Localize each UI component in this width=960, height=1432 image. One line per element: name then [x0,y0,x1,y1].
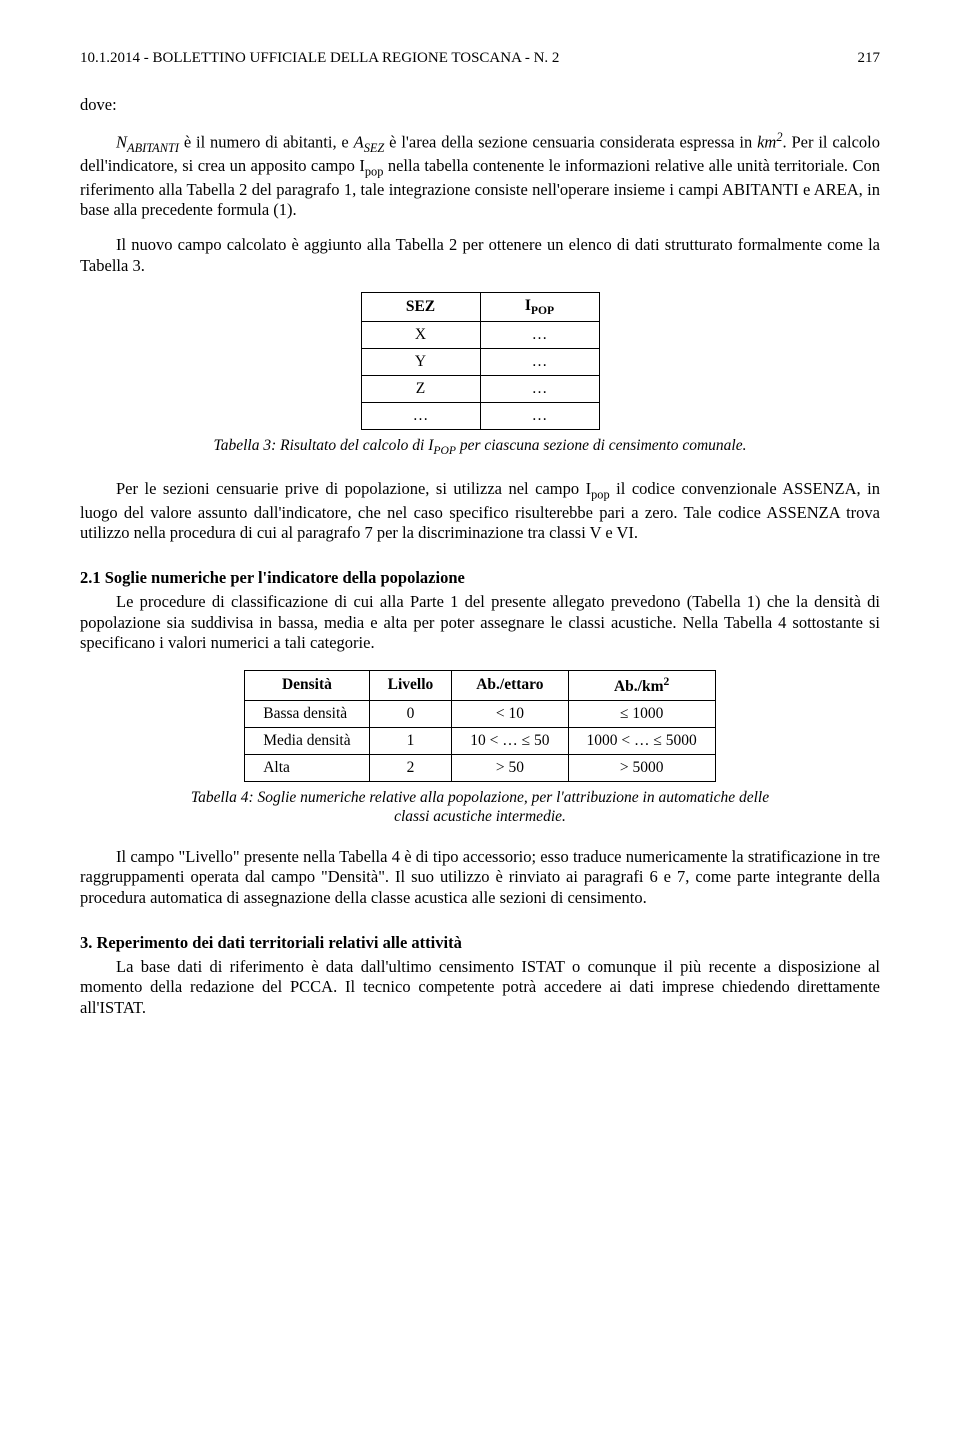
t3-r2c1: … [480,376,599,403]
t3-h1: IPOP [480,293,599,322]
table-3-caption: Tabella 3: Risultato del calcolo di IPOP… [80,436,880,459]
t4-r2c1: 2 [369,754,452,781]
paragraph-6: La base dati di riferimento è data dall'… [80,957,880,1019]
paragraph-3: Per le sezioni censuarie prive di popola… [80,479,880,544]
p3a: Per le sezioni censuarie prive di popola… [116,479,591,498]
t3cap-b: per ciascuna sezione di censimento comun… [456,437,747,454]
p3a-sub: pop [591,487,610,501]
t4-h3-sup: 2 [664,675,670,688]
page-header: 10.1.2014 - BOLLETTINO UFFICIALE DELLA R… [80,50,880,67]
table-row: Bassa densità 0 < 10 ≤ 1000 [245,700,716,727]
header-left: 10.1.2014 - BOLLETTINO UFFICIALE DELLA R… [80,50,559,67]
header-right: 217 [858,50,881,67]
t4-h3: Ab./km2 [568,670,715,700]
text-1b: è il numero di abitanti, e [179,132,354,151]
table-row: …… [361,403,599,430]
table-3: SEZ IPOP X… Y… Z… …… [361,292,600,430]
t3-h0: SEZ [361,293,480,322]
t4-r1c1: 1 [369,727,452,754]
table-row: Y… [361,349,599,376]
paragraph-5: Il campo "Livello" presente nella Tabell… [80,847,880,909]
table-row: X… [361,322,599,349]
a-sez-sym: A [354,132,364,151]
t3-r2c0: Z [361,376,480,403]
km-sym: km [757,132,776,151]
table-4-header-row: Densità Livello Ab./ettaro Ab./km2 [245,670,716,700]
section-2-1-title: 2.1 Soglie numeriche per l'indicatore de… [80,568,880,588]
paragraph-4: Le procedure di classificazione di cui a… [80,592,880,654]
ipop-sub: pop [365,164,384,178]
t4-h0: Densità [245,670,369,700]
t3-r1c1: … [480,349,599,376]
t4-r0c2: < 10 [452,700,568,727]
t3-r1c0: Y [361,349,480,376]
t3-r3c0: … [361,403,480,430]
table-row: Alta 2 > 50 > 5000 [245,754,716,781]
t4-r2c3: > 5000 [568,754,715,781]
t3-h1-sub: POP [531,304,554,317]
t4-r0c1: 0 [369,700,452,727]
t4-h2: Ab./ettaro [452,670,568,700]
paragraph-definition: NABITANTI è il numero di abitanti, e ASE… [80,130,880,221]
t4-r2c0: Alta [245,754,369,781]
n-abitanti-sym: N [116,132,127,151]
table-3-header-row: SEZ IPOP [361,293,599,322]
t4-h1: Livello [369,670,452,700]
t4-r0c3: ≤ 1000 [568,700,715,727]
t4-r2c2: > 50 [452,754,568,781]
t3-r0c1: … [480,322,599,349]
n-abitanti-sub: ABITANTI [127,140,179,154]
t3cap-a: Tabella 3: Risultato del calcolo di I [214,437,434,454]
t3cap-sub: POP [433,444,456,457]
table-row: Z… [361,376,599,403]
a-sez-sub: SEZ [364,140,385,154]
text-1d: è l'area della sezione censuaria conside… [384,132,757,151]
t3-r0c0: X [361,322,480,349]
t4-r1c0: Media densità [245,727,369,754]
table-4-caption: Tabella 4: Soglie numeriche relative all… [180,788,780,827]
table-row: Media densità 1 10 < … ≤ 50 1000 < … ≤ 5… [245,727,716,754]
dove-line: dove: [80,95,880,116]
t4-r1c2: 10 < … ≤ 50 [452,727,568,754]
paragraph-2: Il nuovo campo calcolato è aggiunto alla… [80,235,880,276]
t4-h3-main: Ab./km [614,678,664,695]
t4-r0c0: Bassa densità [245,700,369,727]
section-3-title: 3. Reperimento dei dati territoriali rel… [80,933,880,953]
t4-r1c3: 1000 < … ≤ 5000 [568,727,715,754]
document-page: 10.1.2014 - BOLLETTINO UFFICIALE DELLA R… [0,0,960,1092]
t3-r3c1: … [480,403,599,430]
table-4: Densità Livello Ab./ettaro Ab./km2 Bassa… [244,670,716,782]
